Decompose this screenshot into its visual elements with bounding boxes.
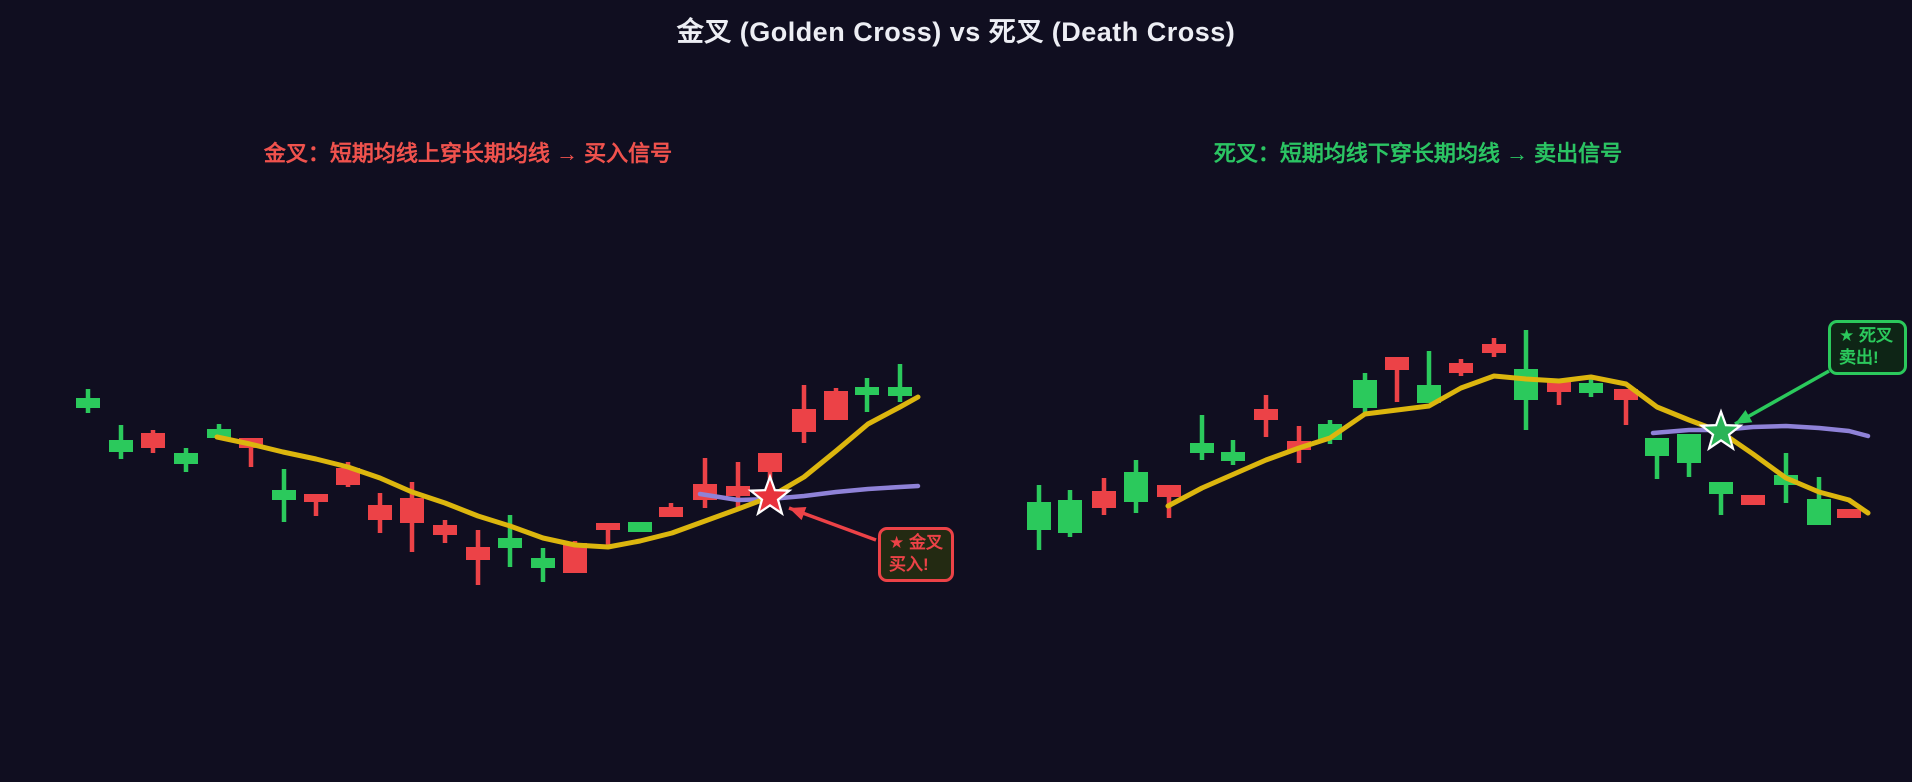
candle-body	[368, 505, 392, 520]
candle-body	[888, 387, 912, 396]
candle-body	[1190, 443, 1214, 453]
candle-body	[1482, 344, 1506, 353]
candle-body	[1514, 369, 1538, 400]
candle-body	[758, 453, 782, 472]
candle-body	[272, 490, 296, 500]
candle-body	[1058, 500, 1082, 533]
candle-body	[1579, 383, 1603, 393]
death-cross-callout-line2: 卖出!	[1839, 348, 1879, 368]
candle-body	[1645, 438, 1669, 456]
candle-body	[1677, 434, 1701, 463]
candle-body	[824, 391, 848, 420]
candle-body	[109, 440, 133, 452]
candle-body	[76, 398, 100, 408]
long-ma-line	[1650, 423, 1871, 439]
candle-body	[498, 538, 522, 548]
candle-body	[1709, 482, 1733, 494]
candle-body	[207, 429, 231, 438]
golden-cross-callout-line1: ★ 金叉	[889, 533, 943, 552]
candle-body	[1353, 380, 1377, 408]
candle-body	[1741, 495, 1765, 505]
cross-star-icon	[747, 473, 793, 517]
candle-body	[1547, 381, 1571, 392]
candle-body	[1837, 509, 1861, 518]
candle-body	[304, 494, 328, 502]
candle-body	[336, 468, 360, 485]
candle-body	[531, 558, 555, 568]
candle-body	[1807, 499, 1831, 525]
cross-star-icon	[1698, 408, 1744, 452]
candle-body	[1449, 363, 1473, 373]
death-cross-panel	[1027, 330, 1871, 550]
long-ma-line	[697, 483, 921, 503]
golden-cross-panel	[76, 364, 921, 585]
death-cross-subtitle: 死叉：短期均线下穿长期均线 → 卖出信号	[1213, 141, 1623, 166]
candle-body	[1385, 357, 1409, 370]
candle-body	[1157, 485, 1181, 497]
annotation-arrow-line	[1734, 369, 1830, 426]
golden-cross-callout-line2: 买入!	[889, 555, 929, 575]
candle-body	[726, 486, 750, 496]
golden-cross-callout: ★ 金叉 买入!	[878, 527, 954, 582]
candle-body	[1027, 502, 1051, 530]
candle-body	[792, 409, 816, 432]
candle-body	[400, 498, 424, 523]
candle-body	[563, 543, 587, 573]
golden-cross-subtitle: 金叉：短期均线上穿长期均线 → 买入信号	[263, 141, 673, 166]
annotation-arrowhead-icon	[789, 506, 807, 521]
death-cross-callout-line1: ★ 死叉	[1839, 326, 1893, 345]
candle-body	[1092, 491, 1116, 508]
candle-body	[141, 433, 165, 448]
death-cross-callout: ★ 死叉 卖出!	[1828, 320, 1907, 375]
short-ma-line	[1165, 373, 1871, 516]
candle-body	[628, 522, 652, 532]
candle-body	[855, 387, 879, 395]
candle-body	[1254, 409, 1278, 420]
annotation-arrowhead-icon	[1735, 410, 1753, 424]
candle-body	[174, 453, 198, 464]
candle-body	[433, 525, 457, 535]
short-ma-line	[214, 394, 921, 550]
candle-body	[1221, 452, 1245, 461]
candle-body	[659, 507, 683, 517]
candle-body	[466, 547, 490, 560]
page-title: 金叉 (Golden Cross) vs 死叉 (Death Cross)	[676, 17, 1236, 47]
candle-body	[1417, 385, 1441, 403]
candle-body	[1124, 472, 1148, 502]
candle-body	[1614, 389, 1638, 400]
candle-body	[596, 523, 620, 530]
